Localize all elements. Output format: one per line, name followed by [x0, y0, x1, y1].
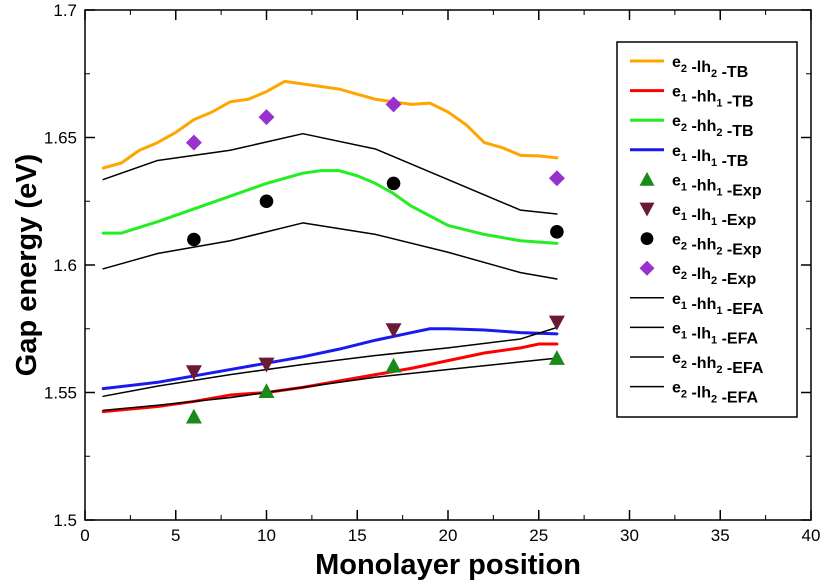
plot-frame	[84, 9, 812, 521]
legend-label-e2-hh2-tb: e2 -hh2 -TB	[672, 113, 754, 140]
legend-box	[616, 41, 798, 418]
e1-lh1-exp-point	[548, 315, 565, 331]
legend-label-e1-hh1-efa: e1 -hh1 -EFA	[672, 291, 764, 318]
e2-lh2-tb-line	[101, 79, 559, 170]
e2-hh2-efa-line	[102, 222, 558, 280]
e2-lh2-exp-point	[258, 109, 275, 126]
x-tick-label: 0	[80, 526, 89, 545]
legend-label-e2-hh2-efa: e2 -hh2 -EFA	[672, 350, 764, 377]
y-tick-label: 1.65	[44, 129, 77, 148]
tick-layer: 0 5 10 15 20 25 30 35 40 1.5 1.55 1.6 1.65 1.7	[44, 1, 821, 545]
e2-hh2-exp-point	[187, 232, 201, 247]
x-tick-label: 5	[171, 526, 180, 545]
legend-label-e1-lh1-exp: e1 -lh1 -Exp	[672, 202, 757, 229]
x-tick-label: 30	[620, 526, 639, 545]
e1-hh1-exp-point	[548, 350, 565, 365]
legend-swatch-e2-hh2-exp	[640, 232, 654, 245]
e1-hh1-exp-point	[385, 357, 402, 373]
legend-label-e2-lh2-exp: e2 -lh2 -Exp	[672, 261, 757, 288]
legend-label-e2-lh2-tb: e2 -lh2 -TB	[672, 54, 748, 81]
legend-label-e1-hh1-tb: e1 -hh1 -TB	[672, 84, 754, 111]
e1-lh1-tb-line	[101, 327, 559, 391]
e1-lh1-exp-point	[185, 365, 202, 381]
e1-lh1-exp-point	[385, 323, 402, 339]
e1-lh1-exp-point	[258, 357, 275, 373]
x-axis-label: Monolayer position	[315, 549, 581, 581]
series-layer	[101, 79, 565, 424]
e2-lh2-exp-point	[185, 134, 202, 151]
legend-label-e1-hh1-exp: e1 -hh1 -Exp	[672, 172, 762, 199]
e1-hh1-exp-point	[258, 383, 275, 399]
x-tick-label: 20	[439, 526, 458, 545]
x-tick-label: 15	[348, 526, 367, 545]
e2-hh2-tb-line	[101, 169, 559, 245]
legend-swatch-e1-lh1-exp	[639, 202, 655, 217]
e2-lh2-exp-point	[548, 170, 565, 187]
e2-hh2-exp-point	[259, 194, 274, 209]
legend-label-e1-lh1-tb: e1 -lh1 -TB	[672, 143, 748, 170]
e2-lh2-efa-line	[102, 132, 558, 215]
legend-label-e2-lh2-efa: e2 -lh2 -EFA	[672, 380, 758, 407]
e2-hh2-exp-point	[550, 225, 564, 239]
e2-hh2-exp-point	[386, 176, 401, 191]
y-tick-label: 1.5	[53, 511, 77, 530]
y-axis-label: Gap energy (eV)	[11, 154, 43, 376]
legend-label-e2-hh2-exp: e2 -hh2 -Exp	[672, 232, 762, 259]
x-tick-label: 35	[711, 526, 730, 545]
e1-hh1-exp-point	[185, 408, 202, 424]
y-tick-label: 1.55	[44, 384, 77, 403]
e1-lh1-efa-line	[102, 326, 558, 398]
legend-label-e1-lh1-efa: e1 -lh1 -EFA	[672, 320, 758, 347]
y-tick-label: 1.7	[53, 1, 77, 20]
x-tick-label: 25	[529, 526, 548, 545]
x-tick-label: 40	[802, 526, 821, 545]
e2-lh2-exp-point	[385, 96, 402, 113]
x-tick-label: 10	[257, 526, 276, 545]
e1-hh1-efa-line	[102, 357, 558, 412]
legend-swatch-e2-lh2-exp	[639, 260, 655, 276]
y-tick-label: 1.6	[53, 256, 77, 275]
legend-swatch-e1-hh1-exp	[639, 171, 655, 186]
e1-hh1-tb-line	[101, 342, 559, 414]
